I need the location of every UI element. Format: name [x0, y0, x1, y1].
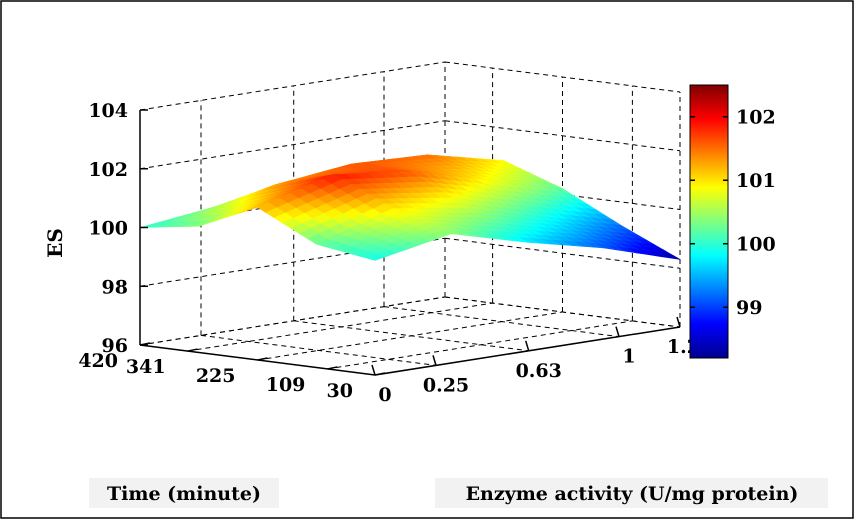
y-tick-label: 341 — [126, 356, 166, 378]
z-tick-label: 96 — [102, 335, 128, 357]
y-tick-mark — [139, 342, 151, 346]
x-tick-mark — [432, 355, 437, 366]
z-tick-label: 104 — [88, 100, 128, 122]
colorbar-tick-label: 100 — [736, 234, 776, 256]
colorbar-gradient — [689, 84, 729, 359]
x-tick-mark — [525, 340, 530, 352]
x-tick-label: 0.63 — [516, 360, 562, 382]
x-tick-mark — [371, 364, 376, 376]
grid-line — [444, 61, 681, 93]
y-tick-label: 30 — [327, 380, 353, 402]
colorbar: 99 100 101 102 — [689, 84, 776, 359]
grid-line — [327, 320, 633, 370]
grid-line — [187, 302, 493, 352]
x-axis-line — [374, 326, 681, 376]
axes-frame — [139, 109, 681, 376]
grid-line — [139, 120, 446, 170]
y-tick-label: 225 — [196, 365, 236, 387]
y-axis-label: Time (minute) — [107, 483, 261, 505]
surface-patch — [365, 253, 387, 261]
y-tick-label: 109 — [266, 374, 306, 396]
x-tick-mark — [676, 316, 681, 328]
activity-label-bg — [435, 478, 828, 508]
grid-line — [139, 296, 446, 346]
surface — [139, 154, 681, 261]
x-tick-label: 0.25 — [423, 374, 469, 396]
y-tick-mark — [257, 357, 268, 361]
time-label-bg — [89, 478, 279, 508]
grid-line — [139, 61, 446, 111]
x-tick-mark — [615, 326, 620, 337]
grid-line — [257, 311, 563, 361]
colorbar-tick-label: 101 — [736, 170, 776, 192]
y-tick-mark — [374, 372, 386, 376]
x-tick-label: 0 — [378, 384, 391, 406]
grid-line — [444, 120, 681, 152]
y-tick-mark — [327, 366, 338, 370]
z-tick-label: 100 — [88, 218, 128, 240]
z-tick-label: 102 — [88, 159, 128, 181]
grid-line — [200, 334, 437, 366]
z-tick-label: 98 — [102, 276, 128, 298]
colorbar-tick-label: 99 — [736, 297, 762, 319]
y-tick-label: 420 — [78, 350, 118, 372]
grid-line — [139, 237, 446, 287]
x-axis-label: Enzyme activity (U/mg protein) — [466, 483, 799, 505]
z-axis-label: ES — [43, 228, 67, 258]
y-tick-mark — [187, 348, 198, 352]
colorbar-tick-label: 102 — [736, 107, 776, 129]
x-tick-label: 1 — [622, 346, 635, 368]
